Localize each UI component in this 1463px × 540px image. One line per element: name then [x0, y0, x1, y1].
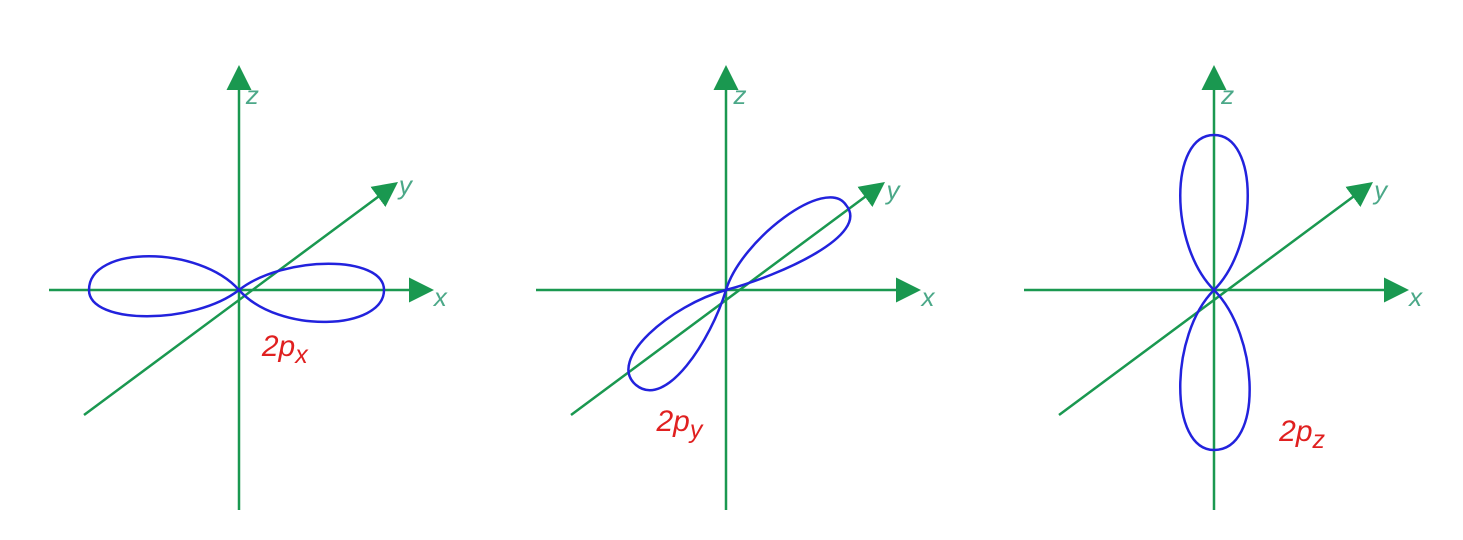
orbital-label-px: 2px	[262, 330, 308, 370]
y-axis-label: y	[399, 170, 412, 201]
x-axis-label: x	[921, 282, 934, 313]
x-axis-label: x	[1409, 282, 1422, 313]
orbital-svg-px	[14, 20, 474, 520]
orbital-plot-py: z y x 2py	[501, 20, 961, 520]
orbital-svg-pz	[989, 20, 1449, 520]
orbital-plot-pz: z y x 2pz	[989, 20, 1449, 520]
orbital-diagrams-container: z y x 2px z y x 2py	[0, 0, 1463, 540]
z-axis-label: z	[733, 80, 746, 111]
orbital-label-pz: 2pz	[1279, 415, 1325, 455]
orbital-svg-py	[501, 20, 961, 520]
z-axis-label: z	[246, 80, 259, 111]
orbital-label-py: 2py	[656, 405, 702, 445]
orbital-plot-px: z y x 2px	[14, 20, 474, 520]
y-axis-label: y	[886, 175, 899, 206]
z-axis-label: z	[1221, 80, 1234, 111]
x-axis-label: x	[434, 282, 447, 313]
orbital-lobe-py	[629, 197, 851, 390]
y-axis-label: y	[1374, 175, 1387, 206]
